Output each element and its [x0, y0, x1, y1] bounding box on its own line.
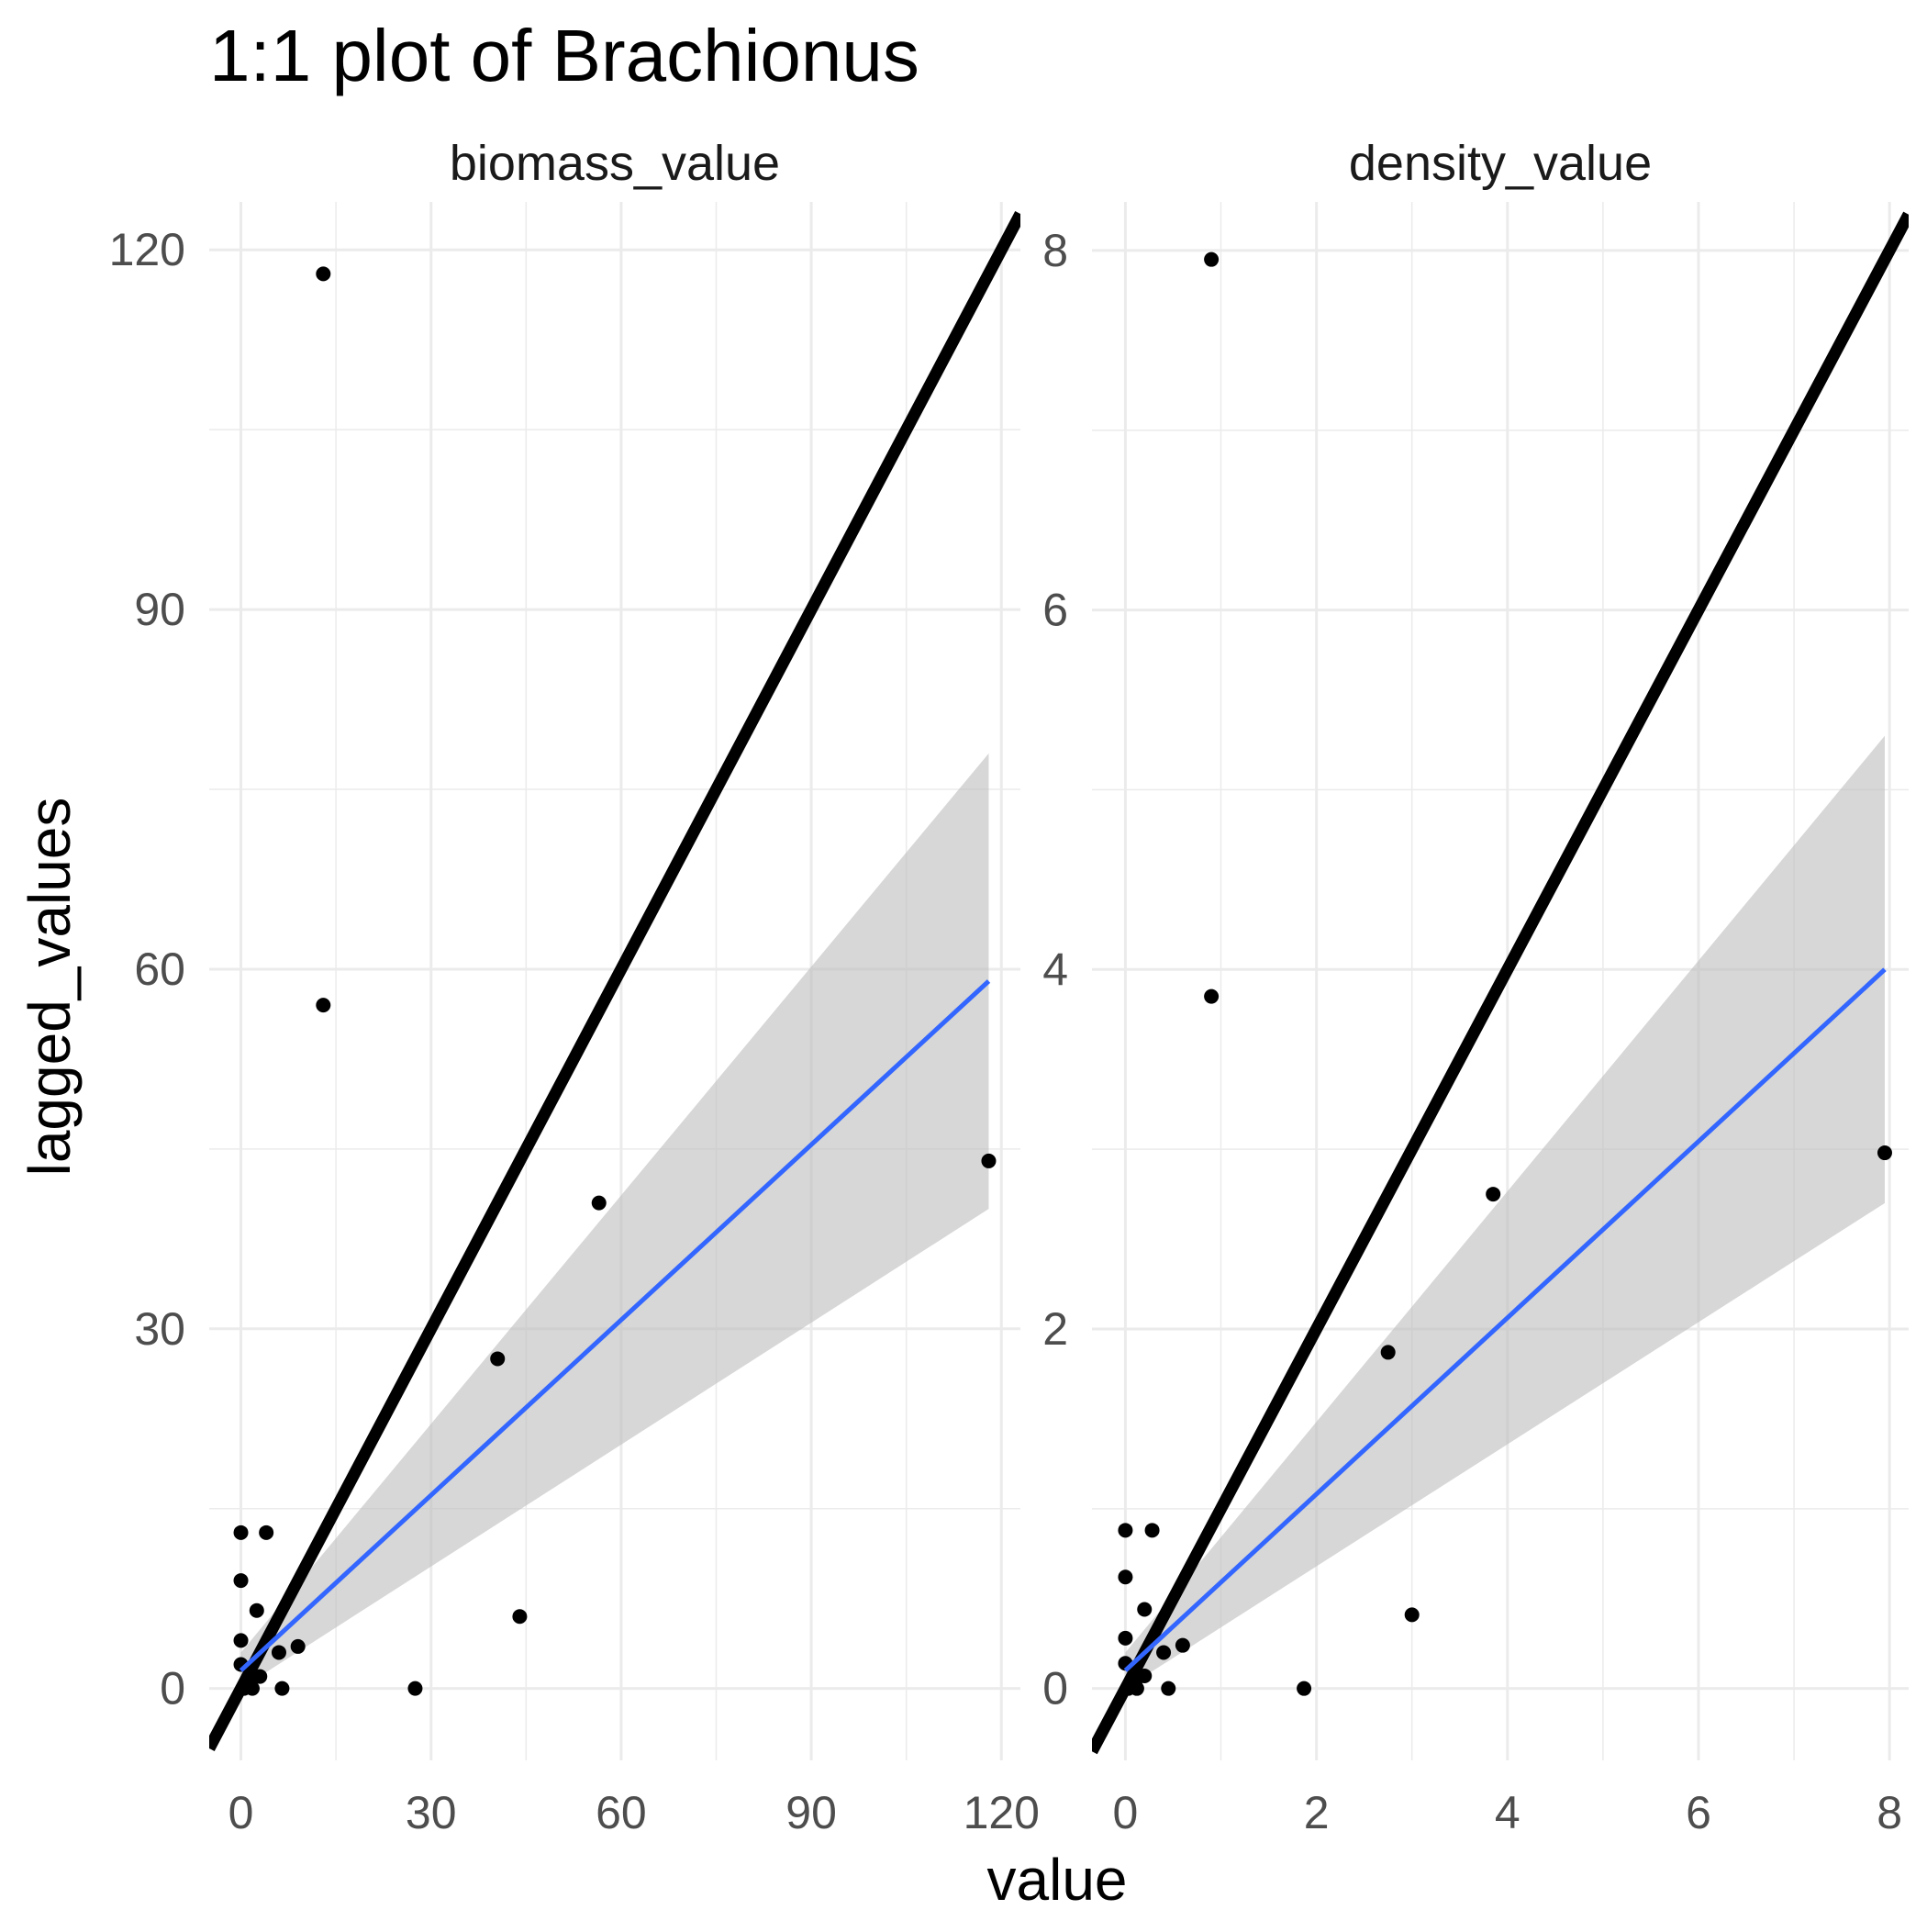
x-axis-title: value	[987, 1847, 1128, 1913]
data-point	[1118, 1523, 1133, 1538]
data-point	[259, 1524, 274, 1540]
panel-density_value: density_value 0 2 4 6 8 0 2 4 6 8	[1042, 136, 1909, 1838]
facet-label: density_value	[1349, 136, 1652, 191]
data-point	[1118, 1630, 1133, 1646]
regression-line	[1123, 967, 1887, 1672]
data-point	[1175, 1637, 1190, 1653]
data-point	[1877, 1145, 1892, 1161]
data-point	[233, 1524, 249, 1540]
y-tick-label: 0	[160, 1663, 185, 1714]
data-point	[1204, 251, 1220, 267]
data-point	[316, 266, 331, 282]
data-point	[1204, 988, 1220, 1004]
x-tick-label: 4	[1495, 1787, 1520, 1838]
data-point	[249, 1603, 264, 1618]
y-tick-label: 60	[134, 944, 185, 995]
confidence-band	[1125, 735, 1885, 1689]
x-tick-label: 30	[406, 1787, 457, 1838]
data-point	[1161, 1681, 1176, 1696]
x-tick-label: 0	[228, 1787, 254, 1838]
x-tick-label: 6	[1686, 1787, 1711, 1838]
x-tick-label: 120	[964, 1787, 1040, 1838]
y-tick-label: 6	[1042, 585, 1068, 636]
y-tick-label: 8	[1042, 225, 1068, 276]
data-point	[290, 1638, 306, 1654]
data-point	[1156, 1645, 1172, 1660]
data-point	[512, 1609, 528, 1625]
data-point	[407, 1681, 423, 1696]
x-tick-label: 60	[596, 1787, 647, 1838]
data-point	[233, 1573, 249, 1589]
confidence-band	[240, 753, 989, 1689]
data-point	[1118, 1569, 1133, 1585]
data-point	[233, 1633, 249, 1648]
x-tick-label: 90	[785, 1787, 837, 1838]
y-tick-label: 0	[1042, 1663, 1068, 1714]
data-point	[1297, 1681, 1312, 1696]
x-tick-label: 8	[1877, 1787, 1902, 1838]
y-tick-label: 90	[134, 584, 185, 635]
plot-area	[209, 211, 1020, 1751]
data-point	[981, 1153, 997, 1168]
data-point	[271, 1645, 286, 1660]
data-point	[316, 998, 331, 1013]
panel-biomass_value: biomass_value 0 30 60 90 120 0 30 60 90 120	[109, 136, 1040, 1838]
data-point	[1486, 1187, 1501, 1202]
facet-label: biomass_value	[450, 136, 780, 191]
regression-line	[239, 979, 991, 1672]
y-tick-label: 120	[109, 224, 185, 275]
y-tick-label: 2	[1042, 1303, 1068, 1355]
data-point	[274, 1681, 290, 1696]
data-point	[591, 1195, 607, 1211]
data-point	[1380, 1345, 1396, 1360]
data-point	[1144, 1523, 1160, 1538]
data-point	[1404, 1607, 1420, 1623]
y-axis-title: lagged_values	[17, 798, 83, 1177]
y-tick-label: 4	[1042, 944, 1068, 995]
plot-area	[1092, 211, 1909, 1755]
data-point	[1137, 1602, 1153, 1617]
chart-title: 1:1 plot of Brachionus	[209, 15, 919, 96]
x-tick-label: 0	[1113, 1787, 1139, 1838]
data-point	[490, 1351, 506, 1367]
identity-line	[209, 211, 1020, 1751]
y-tick-label: 30	[134, 1303, 185, 1355]
identity-line	[1092, 211, 1909, 1755]
x-tick-label: 2	[1304, 1787, 1330, 1838]
